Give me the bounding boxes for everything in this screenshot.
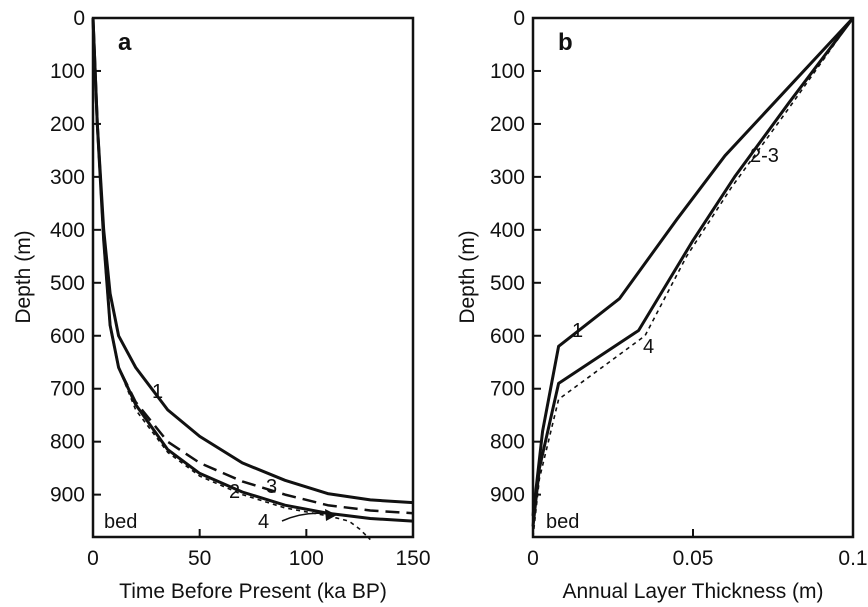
panel-a-x-tick-label-50: 50 [188,547,211,570]
panel-b-curve-1-label: 1 [572,320,583,342]
panel-b-y-tick-label-700: 700 [490,378,525,401]
panel-a-series-2 [91,17,414,523]
panel-b-y-tick-label-500: 500 [490,272,525,295]
panel-b-curve-4-label: 4 [643,336,654,358]
panel-b-y-tick-label-600: 600 [490,325,525,348]
panel-a-y-tick-label-300: 300 [50,166,85,189]
panel-a-curve-4-arrowhead [325,509,337,521]
panel-b-y-tick-label-900: 900 [490,484,525,507]
panel-a-ticks: 0 100 200 300 400 500 600 700 800 900 0 50 100 150 [50,7,431,570]
panel-a-y-tick-label-700: 700 [50,378,85,401]
panel-a-series-4 [92,17,371,541]
panel-b-x-tick-label-0.05: 0.05 [673,547,714,570]
panel-a-y-tick-label-900: 900 [50,484,85,507]
panel-a-x-tick-label-100: 100 [289,547,324,570]
panel-a-y-tick-label-600: 600 [50,325,85,348]
panel-b-series [531,16,855,538]
panel-b-x-tick-label-0: 0 [527,547,539,570]
panel-b-ticks: 0 100 200 300 400 500 600 700 800 900 0 0.05 0.1 [490,7,868,570]
panel-a-y-tick-label-0: 0 [73,7,85,30]
panel-b-y-axis-label: Depth (m) [456,230,479,323]
panel-a-curve-1-label: 1 [152,381,163,403]
panel-b-y-tick-label-400: 400 [490,219,525,242]
panel-b-y-tick-label-300: 300 [490,166,525,189]
panel-a-frame [91,16,415,539]
panel-b-label: b [558,29,573,56]
panel-a-y-tick-label-200: 200 [50,113,85,136]
panel-a-y-axis-label: Depth (m) [12,230,35,323]
panel-a-series-1 [91,17,414,505]
panel-a-curve-3-label: 3 [266,476,277,498]
panel-a-series [91,17,414,541]
panel-a-x-tick-label-0: 0 [87,547,99,570]
panel-a-y-tick-label-400: 400 [50,219,85,242]
panel-b-y-tick-label-200: 200 [490,113,525,136]
panel-a-y-tick-label-800: 800 [50,431,85,454]
panel-a-curve-4-arrow [281,512,329,522]
panel-b-y-tick-label-0: 0 [513,7,525,30]
panel-a-label: a [118,29,132,56]
panel-b-series-4 [532,17,854,538]
panel-b-y-tick-label-800: 800 [490,431,525,454]
panel-b: 0 100 200 300 400 500 600 700 800 900 0 0.05 0.1 b b… [456,7,868,603]
panel-a-curve-4-label: 4 [258,511,269,533]
panel-a-curve-2-label: 2 [229,481,240,503]
panel-b-frame [531,16,855,539]
panel-b-x-tick-label-0.1: 0.1 [838,547,867,570]
panel-a-x-axis-label: Time Before Present (ka BP) [119,580,387,603]
panel-a-y-tick-label-500: 500 [50,272,85,295]
panel-b-y-tick-label-100: 100 [490,60,525,83]
panel-a-x-tick-label-150: 150 [395,547,430,570]
panel-b-series-2-3 [531,17,855,527]
panel-b-bed-label: bed [546,511,579,533]
panel-b-series-1 [531,16,855,516]
panel-a-series-3 [91,17,414,515]
panel-a-bed-label: bed [104,511,137,533]
panel-a-y-tick-label-100: 100 [50,60,85,83]
panel-b-x-axis-label: Annual Layer Thickness (m) [562,580,823,603]
panel-b-curve-2-3-label: 2-3 [750,145,779,167]
